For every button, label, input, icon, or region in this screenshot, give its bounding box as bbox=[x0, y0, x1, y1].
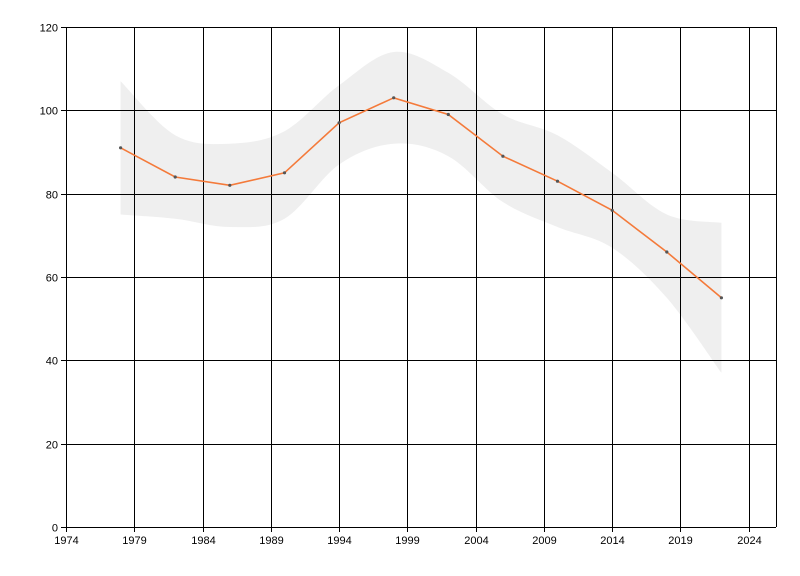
y-tick-label: 120 bbox=[40, 23, 58, 35]
x-tick-label: 1984 bbox=[191, 535, 215, 547]
y-tick-label: 80 bbox=[46, 190, 58, 202]
data-point bbox=[446, 112, 450, 117]
y-axis-ticks: 0 20 40 60 80 100 120 bbox=[40, 23, 66, 535]
data-point bbox=[337, 121, 341, 125]
x-tick-label: 2014 bbox=[600, 535, 624, 547]
data-point bbox=[228, 183, 232, 187]
data-point bbox=[119, 146, 123, 150]
y-tick-label: 60 bbox=[46, 273, 58, 285]
x-tick-label: 2009 bbox=[532, 535, 556, 547]
data-point bbox=[719, 296, 724, 300]
y-tick-label: 20 bbox=[46, 440, 58, 452]
y-tick-label: 0 bbox=[52, 523, 58, 535]
grid bbox=[66, 27, 777, 527]
x-tick-label: 2024 bbox=[737, 535, 761, 547]
y-tick-label: 100 bbox=[40, 106, 58, 118]
data-point bbox=[392, 96, 396, 100]
x-tick-label: 1974 bbox=[54, 535, 78, 547]
data-points bbox=[119, 96, 724, 300]
x-tick-label: 1994 bbox=[327, 535, 351, 547]
confidence-band bbox=[120, 51, 722, 373]
data-point bbox=[555, 179, 560, 183]
x-tick-label: 1979 bbox=[122, 535, 146, 547]
x-axis-ticks: 1974 1979 1984 1989 1994 1999 2004 2009 2014 2019… bbox=[54, 527, 762, 547]
x-tick-label: 1989 bbox=[259, 535, 283, 547]
x-tick-label: 1999 bbox=[395, 535, 419, 547]
data-point bbox=[665, 250, 669, 254]
x-tick-label: 2019 bbox=[668, 535, 692, 547]
x-tick-label: 2004 bbox=[464, 535, 488, 547]
data-point bbox=[610, 208, 614, 212]
data-point bbox=[173, 175, 177, 179]
series-line bbox=[120, 96, 722, 299]
data-point bbox=[501, 154, 505, 158]
data-point bbox=[282, 171, 287, 175]
y-tick-label: 40 bbox=[46, 356, 58, 368]
